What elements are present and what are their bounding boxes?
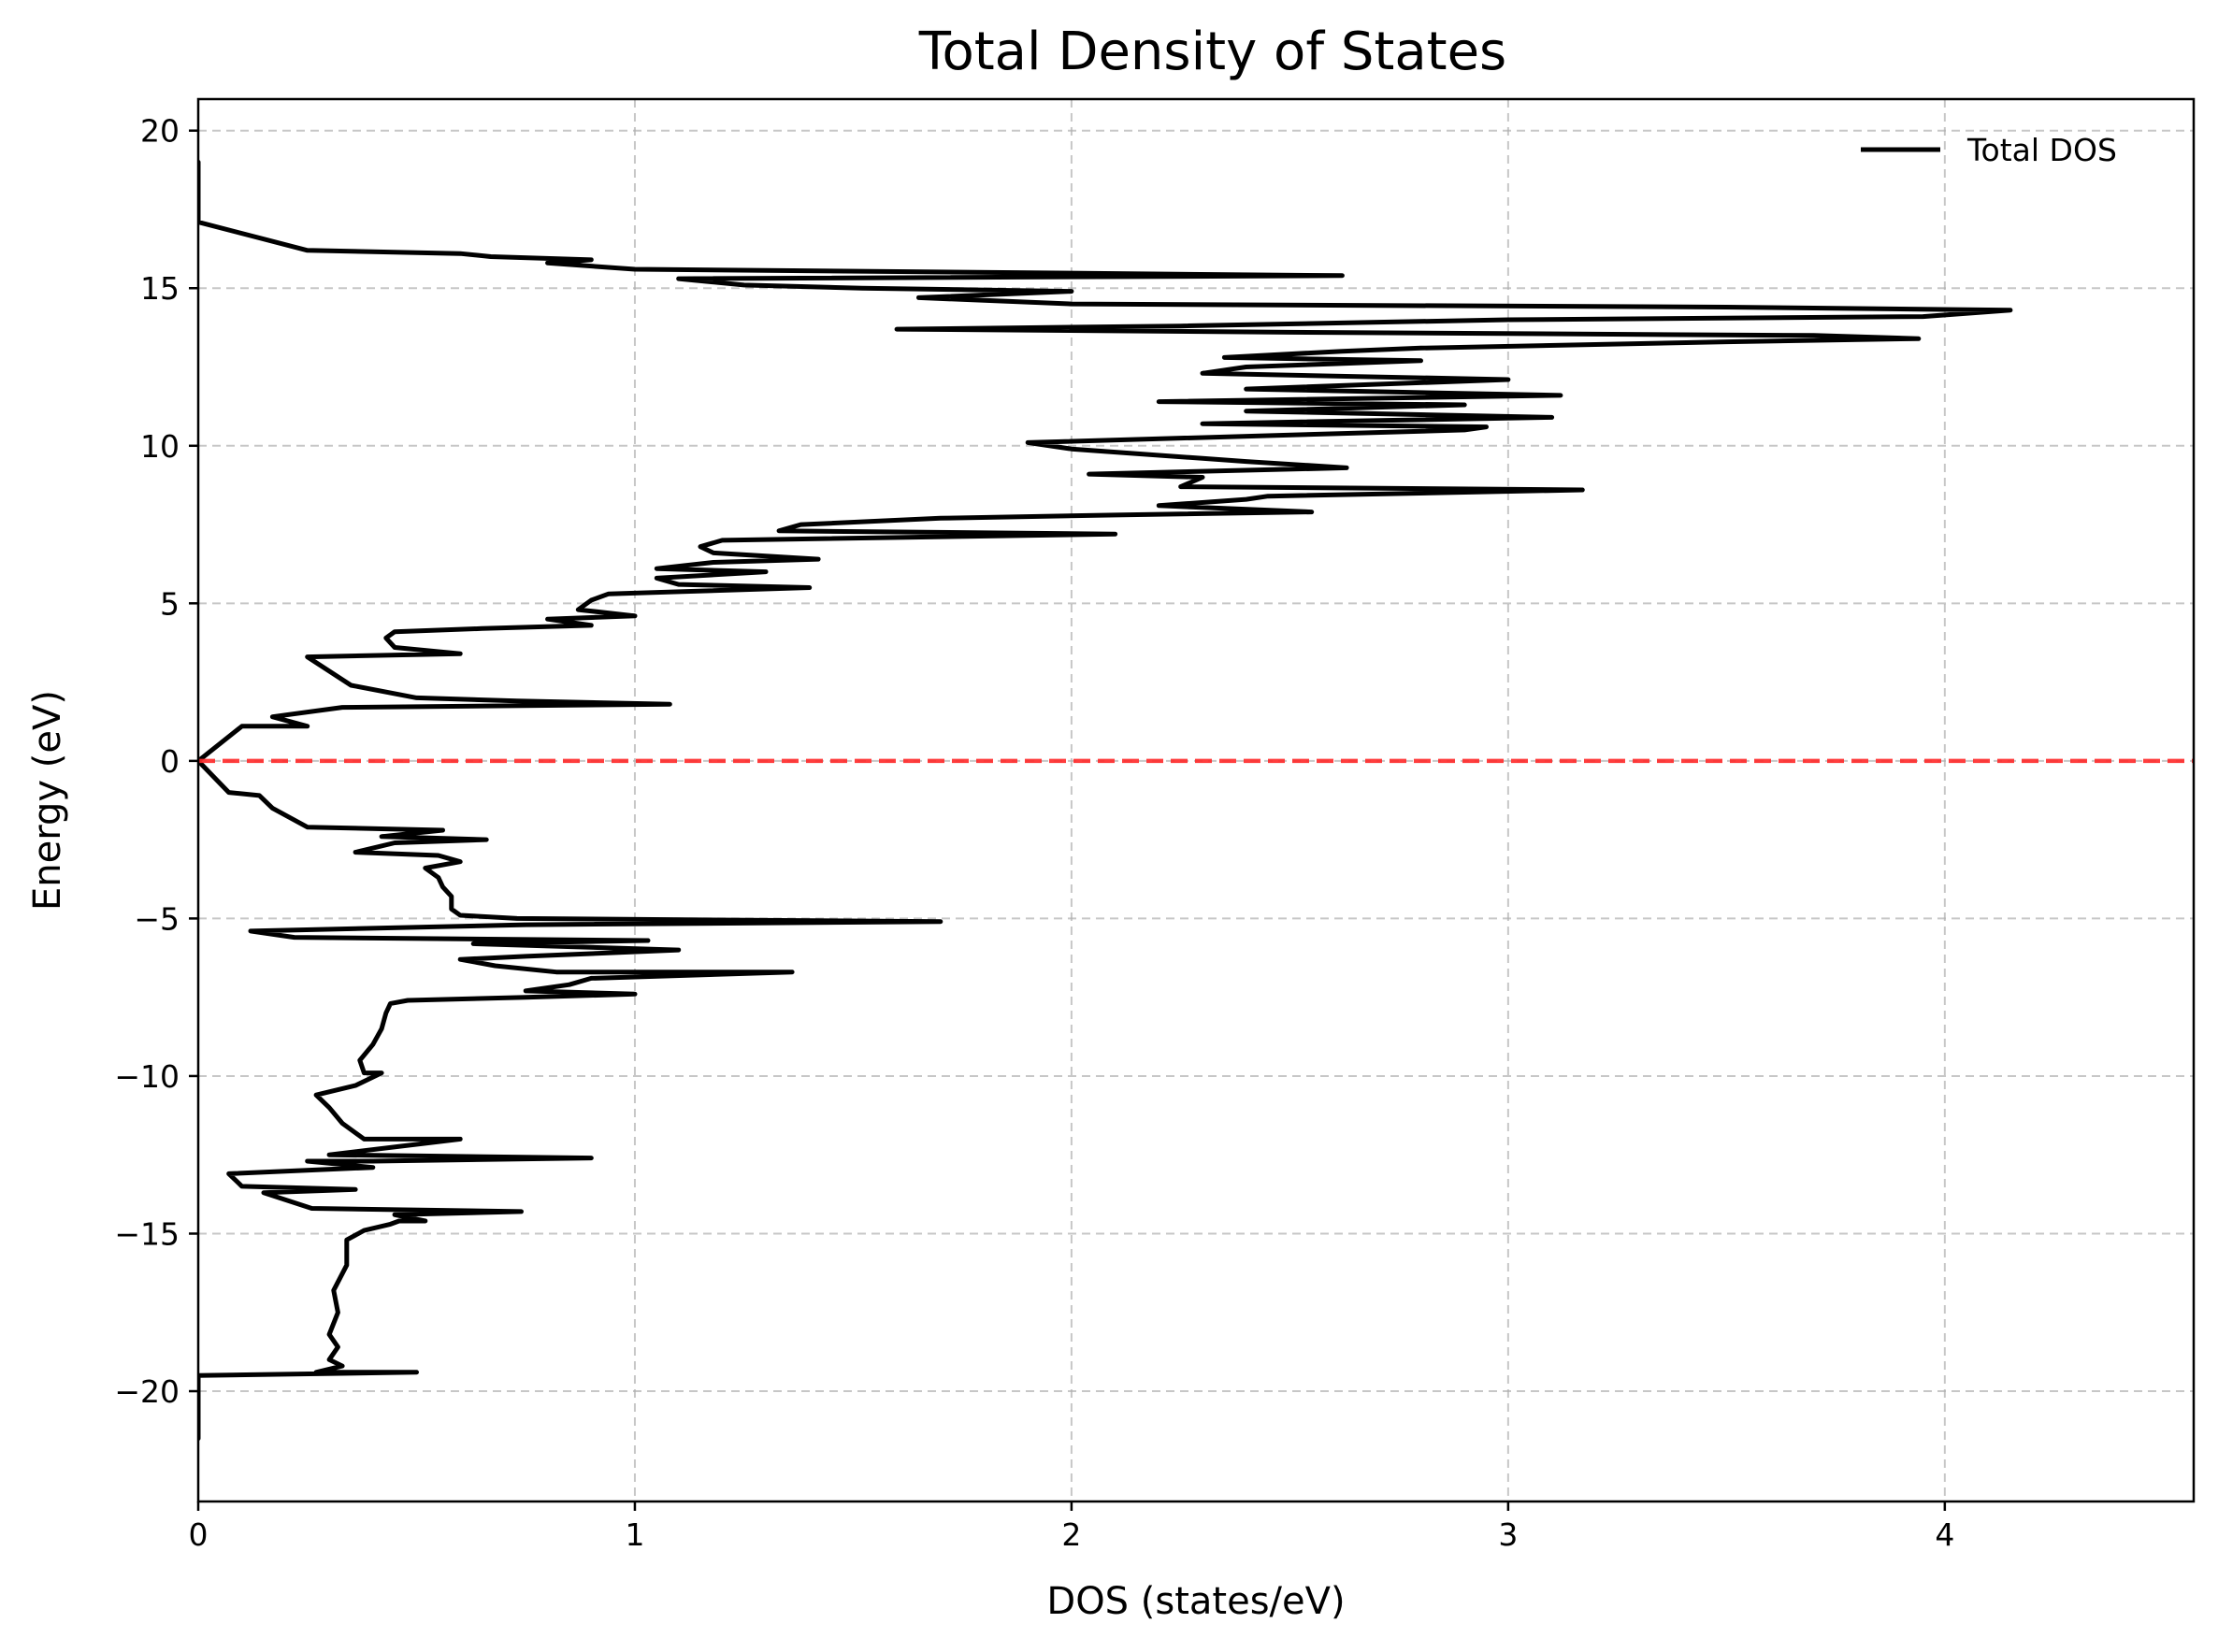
y-tick-label: 0 <box>160 743 180 780</box>
x-tick-label: 0 <box>189 1516 209 1553</box>
y-tick-label: 15 <box>140 270 180 307</box>
legend-label-total-dos: Total DOS <box>1966 132 2117 168</box>
x-tick-label: 3 <box>1498 1516 1518 1553</box>
y-axis-label: Energy (eV) <box>26 690 69 911</box>
plot-frame <box>196 97 2196 1503</box>
y-axis-ticks: −20 −15 −10 −5 0 5 10 15 20 <box>114 113 198 1410</box>
x-tick-label: 2 <box>1061 1516 1081 1553</box>
x-axis-ticks: 0 1 2 3 4 <box>189 1501 1954 1553</box>
y-tick-label: −20 <box>114 1373 180 1410</box>
x-axis-label: DOS (states/eV) <box>1046 1580 1345 1623</box>
plot-area <box>196 97 2196 1503</box>
y-tick-label: −5 <box>134 900 180 937</box>
y-tick-label: −15 <box>114 1215 180 1252</box>
y-tick-label: 10 <box>140 428 180 465</box>
x-tick-label: 1 <box>625 1516 644 1553</box>
y-tick-label: −10 <box>114 1058 180 1095</box>
total-dos-line <box>198 159 2013 1442</box>
legend: Total DOS <box>1861 132 2117 168</box>
y-tick-label: 5 <box>160 585 180 622</box>
chart-title: Total Density of States <box>918 22 1506 82</box>
y-tick-label: 20 <box>140 113 180 150</box>
x-tick-label: 4 <box>1935 1516 1954 1553</box>
